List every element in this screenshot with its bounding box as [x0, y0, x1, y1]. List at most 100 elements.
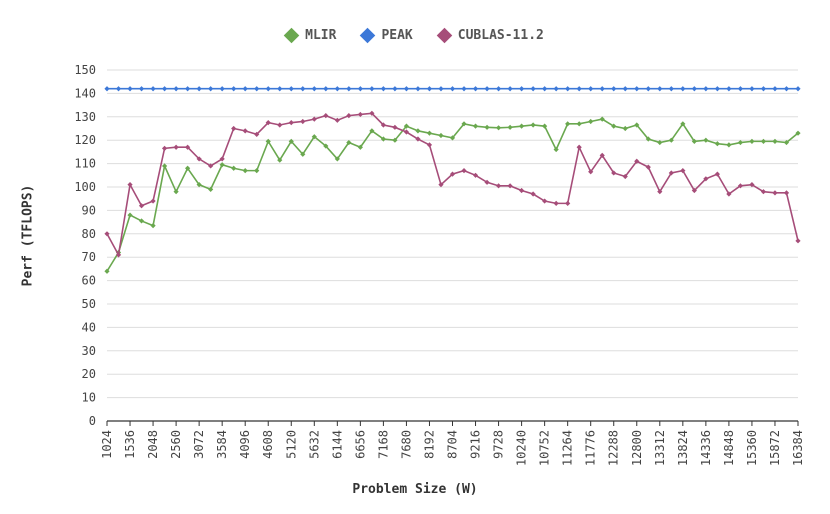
data-point-mlir [691, 138, 697, 144]
data-point-mlir [634, 122, 640, 128]
data-point-cublas-11-2 [542, 198, 548, 204]
data-point-peak [449, 86, 456, 92]
data-point-peak [576, 86, 582, 92]
data-point-cublas-11-2 [334, 117, 340, 123]
data-point-mlir [173, 189, 179, 195]
y-tick-label: 40 [82, 320, 96, 334]
data-point-peak [484, 86, 490, 92]
data-point-cublas-11-2 [507, 183, 513, 189]
x-tick-label: 2048 [146, 430, 160, 459]
data-point-cublas-11-2 [438, 182, 444, 188]
data-point-cublas-11-2 [173, 144, 179, 150]
data-point-cublas-11-2 [161, 145, 168, 151]
data-point-mlir [737, 139, 744, 146]
y-tick-label: 140 [74, 86, 96, 100]
data-point-mlir [760, 138, 767, 144]
data-point-peak [231, 86, 237, 92]
data-point-cublas-11-2 [127, 182, 133, 188]
data-point-cublas-11-2 [311, 116, 317, 122]
x-tick-label: 8192 [422, 430, 436, 459]
data-point-peak [115, 86, 122, 92]
x-tick-label: 12800 [630, 430, 644, 466]
data-point-peak [553, 86, 559, 92]
data-point-peak [208, 86, 214, 92]
data-point-mlir [311, 134, 317, 140]
data-point-mlir [392, 137, 398, 143]
data-point-mlir [415, 128, 421, 134]
data-point-peak [634, 86, 640, 92]
data-point-mlir [749, 138, 755, 144]
data-point-cublas-11-2 [208, 163, 214, 169]
data-point-mlir [369, 128, 375, 134]
data-point-cublas-11-2 [657, 189, 663, 195]
data-point-mlir [426, 130, 433, 136]
legend-item-cublas: CUBLAS-11.2 [436, 27, 544, 43]
data-point-peak [795, 86, 801, 92]
data-point-mlir [242, 168, 248, 174]
data-point-mlir [576, 121, 582, 127]
x-tick-label: 4096 [238, 430, 252, 459]
data-point-mlir [795, 130, 801, 136]
data-point-cublas-11-2 [138, 203, 145, 209]
data-point-cublas-11-2 [104, 231, 110, 237]
data-point-peak [127, 86, 133, 92]
x-axis-ticks: 1024 1536 2048 2560 3072 3584 4096 4608 5120 5632… [100, 421, 805, 466]
data-point-mlir [265, 138, 271, 144]
data-point-peak [277, 86, 283, 92]
y-axis-ticks: 0 10 20 30 40 50 60 70 80 90 100 110 120 130 140 150 [74, 63, 96, 428]
data-point-cublas-11-2 [668, 170, 674, 176]
y-tick-label: 120 [74, 133, 96, 147]
data-point-cublas-11-2 [242, 128, 248, 134]
data-point-peak [369, 86, 375, 92]
data-point-mlir [680, 121, 686, 127]
data-point-mlir [277, 157, 283, 163]
data-point-peak [392, 86, 398, 92]
data-point-mlir [611, 123, 617, 129]
data-point-peak [726, 86, 732, 92]
x-tick-label: 8704 [446, 430, 460, 459]
x-tick-label: 11264 [561, 430, 575, 466]
x-tick-label: 9728 [492, 430, 506, 459]
x-tick-label: 6656 [353, 430, 367, 459]
x-tick-label: 14848 [722, 430, 736, 466]
legend-label-peak: PEAK [381, 27, 413, 43]
data-point-cublas-11-2 [115, 252, 122, 258]
y-tick-label: 20 [82, 367, 96, 381]
data-point-mlir [208, 186, 214, 192]
data-point-peak [288, 86, 294, 92]
series-group [104, 86, 801, 274]
legend-label-cublas: CUBLAS-11.2 [457, 27, 544, 43]
y-tick-label: 60 [82, 274, 96, 288]
data-point-mlir [300, 151, 306, 157]
data-point-cublas-11-2 [691, 187, 697, 194]
data-point-peak [611, 86, 617, 92]
data-point-peak [104, 86, 110, 92]
data-point-peak [645, 86, 651, 92]
legend-item-peak: PEAK [360, 27, 413, 43]
data-point-mlir [599, 116, 605, 122]
data-point-peak [173, 86, 179, 92]
x-tick-label: 10240 [515, 430, 529, 466]
data-point-peak [657, 86, 663, 92]
data-point-peak [542, 86, 548, 92]
data-point-peak [749, 86, 755, 92]
data-point-peak [783, 86, 790, 92]
data-point-cublas-11-2 [772, 190, 778, 196]
y-tick-label: 30 [82, 344, 96, 358]
data-point-cublas-11-2 [553, 200, 559, 206]
data-point-mlir [495, 125, 502, 131]
data-point-peak [150, 86, 156, 92]
y-tick-label: 100 [74, 180, 96, 194]
data-point-cublas-11-2 [795, 238, 801, 244]
data-point-peak [737, 86, 744, 92]
data-point-mlir [254, 168, 260, 174]
x-tick-label: 4608 [261, 430, 275, 459]
data-point-mlir [380, 136, 386, 142]
data-point-mlir [530, 122, 536, 128]
y-axis-title-wrap: Perf (TFLOPS) [16, 110, 40, 360]
data-point-cublas-11-2 [530, 191, 536, 197]
data-point-mlir [104, 268, 110, 274]
data-point-cublas-11-2 [231, 125, 237, 132]
data-point-peak [680, 86, 686, 92]
data-point-cublas-11-2 [565, 200, 571, 206]
